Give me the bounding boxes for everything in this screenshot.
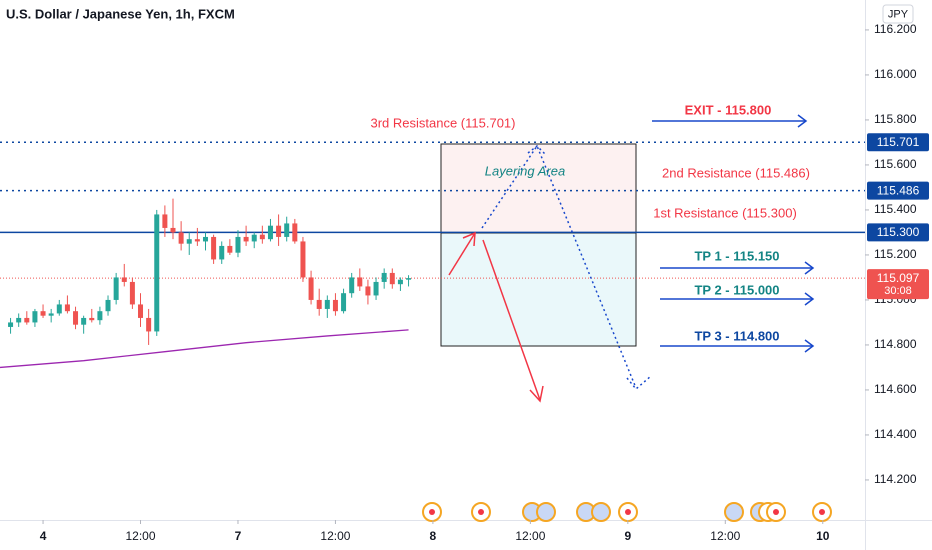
x-tick-label: 4 (40, 529, 47, 543)
candle-body (292, 223, 298, 242)
annotation: TP 1 - 115.150 (694, 248, 779, 263)
candle-body (211, 236, 217, 260)
candle-body (8, 322, 14, 327)
candle-body (316, 299, 322, 309)
target-arrows (652, 114, 815, 353)
candle-body (308, 277, 314, 300)
candle-body (300, 241, 306, 278)
y-tick-label: 116.200 (874, 22, 917, 36)
candle-body (121, 277, 127, 282)
x-tick-label: 12:00 (515, 529, 545, 543)
y-tick-label: 116.000 (874, 67, 917, 81)
countdown: 30:08 (884, 285, 912, 297)
level-label-box (867, 181, 929, 200)
candle-body (284, 223, 290, 237)
annotation: Layering Area (485, 163, 565, 178)
level-label: 115.300 (877, 225, 920, 239)
candle-body (40, 311, 46, 316)
candle-body (381, 272, 387, 282)
candle-body (251, 234, 257, 242)
candle-body (81, 317, 87, 325)
x-tick-label: 7 (235, 529, 242, 543)
candle-body (276, 225, 282, 237)
currency: JPY (888, 8, 909, 20)
level-label-box (867, 223, 929, 242)
red-arrows (448, 231, 544, 403)
y-tick-label: 115.400 (874, 202, 917, 216)
x-tick-label: 12:00 (125, 529, 155, 543)
candle-body (48, 313, 54, 316)
annotation: TP 3 - 114.800 (694, 328, 779, 343)
candle-body (235, 236, 241, 253)
event-icons (422, 502, 832, 522)
candle-body (162, 214, 168, 228)
candle-body (357, 277, 363, 287)
candle-body (105, 299, 111, 312)
annotation: EXIT - 115.800 (685, 102, 772, 117)
y-tick-label: 114.800 (874, 337, 917, 351)
level-label: 115.701 (877, 135, 920, 149)
currency-box (882, 4, 914, 24)
candle-body (24, 317, 30, 323)
candle-body (332, 299, 338, 312)
level-label: 115.486 (877, 183, 920, 197)
candle-body (186, 239, 192, 244)
candle-body (97, 311, 103, 321)
x-tick-label: 10 (816, 529, 830, 543)
y-tick-label: 115.800 (874, 112, 917, 126)
candle-body (170, 227, 176, 233)
y-tick-label: 114.200 (874, 472, 917, 486)
last-price-box (867, 269, 929, 300)
candle-body (406, 278, 412, 280)
candle-body (32, 311, 38, 323)
candle-body (64, 304, 70, 312)
candle-body (178, 232, 184, 244)
annotation: 1st Resistance (115.300) (653, 205, 797, 220)
candle-body (259, 234, 265, 240)
x-tick-label: 8 (430, 529, 437, 543)
candle-body (349, 277, 355, 294)
candle-body (16, 317, 22, 323)
level-label-box (867, 133, 929, 152)
candle-body (129, 281, 135, 305)
candle-body (89, 317, 95, 321)
candle-body (243, 236, 249, 242)
candle-body (219, 245, 225, 260)
candle-body (341, 293, 347, 312)
candle-body (267, 225, 273, 240)
chart-title: U.S. Dollar / Japanese Yen, 1h, FXCM (6, 6, 235, 21)
candle-body (194, 239, 200, 242)
resistance-zone (440, 143, 637, 234)
candle-body (56, 304, 62, 314)
target-zone (440, 232, 637, 347)
candle-body (324, 299, 330, 309)
y-tick-label: 115.600 (874, 157, 917, 171)
x-tick-label: 12:00 (320, 529, 350, 543)
candle-body (373, 281, 379, 296)
candle-body (202, 236, 208, 242)
y-tick-label: 114.400 (874, 427, 917, 441)
candle-body (389, 272, 395, 285)
candle-body (397, 279, 403, 285)
annotation: TP 2 - 115.000 (694, 282, 779, 297)
moving-average (0, 329, 409, 369)
last-price-label: 115.097 (877, 271, 920, 285)
x-tick-label: 9 (624, 529, 631, 543)
y-tick-label: 114.600 (874, 382, 917, 396)
y-tick-label: 115.200 (874, 247, 917, 261)
blue-path (481, 144, 652, 391)
candle-body (146, 317, 152, 332)
candle-body (227, 245, 233, 253)
candle-body (138, 304, 144, 318)
candle-body (73, 311, 79, 325)
candle-body (113, 277, 119, 300)
candle-body (365, 286, 371, 296)
candle-body (154, 214, 160, 332)
x-tick-label: 12:00 (710, 529, 740, 543)
annotation: 2nd Resistance (115.486) (662, 165, 810, 180)
annotation: 3rd Resistance (115.701) (370, 115, 515, 130)
